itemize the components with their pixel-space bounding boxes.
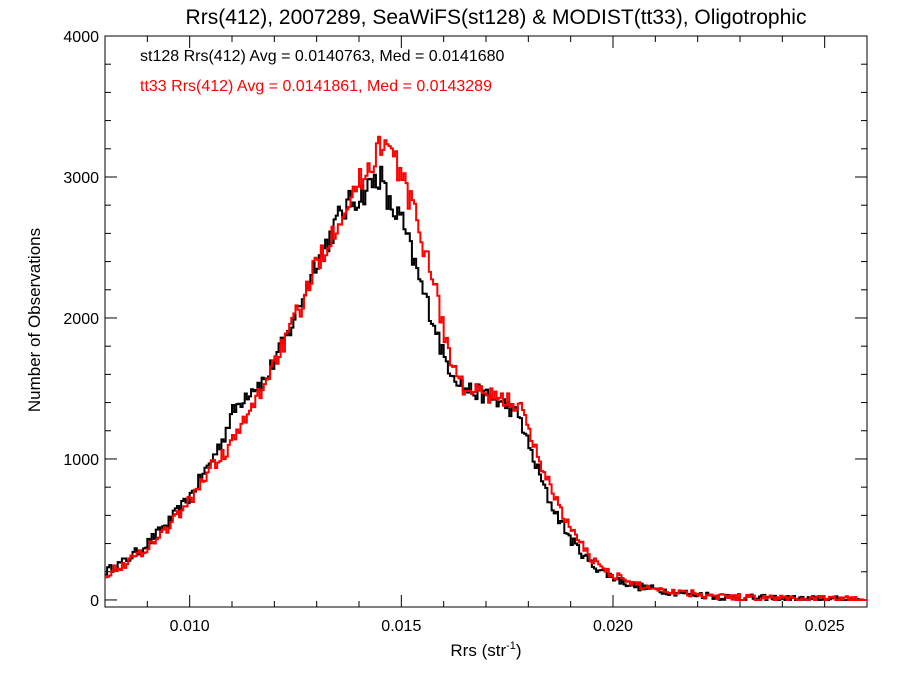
y-tick-label: 1000: [63, 452, 99, 469]
annotation-tt33: tt33 Rrs(412) Avg = 0.0141861, Med = 0.0…: [140, 78, 492, 95]
x-tick-label: 0.015: [381, 618, 421, 635]
series-layer: [105, 135, 867, 601]
chart-title: Rrs(412), 2007289, SeaWiFS(st128) & MODI…: [186, 6, 807, 29]
y-axis-label: Number of Observations: [25, 228, 44, 412]
plot-frame: [104, 35, 868, 608]
y-tick-label: 4000: [63, 29, 99, 46]
y-tick-label: 0: [90, 593, 99, 610]
axis-ticks: 0.010 0.015 0.020 0.025 0 1000 2000 3000 4000: [63, 29, 868, 635]
x-axis-label-sup: -1: [506, 640, 516, 652]
annotation-st128: st128 Rrs(412) Avg = 0.0140763, Med = 0.…: [140, 48, 505, 65]
x-axis-label-text: Rrs (str: [450, 641, 506, 660]
x-tick-label: 0.020: [593, 618, 633, 635]
series-st128-line: [105, 165, 867, 601]
x-axis-label-close: ): [516, 641, 522, 660]
x-axis-label: Rrs (str-1): [450, 640, 521, 660]
series-tt33-line: [105, 135, 867, 601]
y-tick-label: 3000: [63, 170, 99, 187]
y-tick-label: 2000: [63, 311, 99, 328]
x-tick-label: 0.010: [170, 618, 210, 635]
x-tick-label: 0.025: [805, 618, 845, 635]
